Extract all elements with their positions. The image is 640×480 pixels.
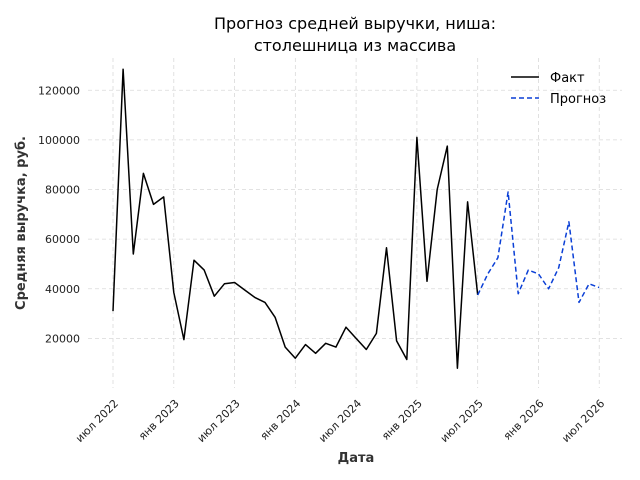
series: [112, 68, 600, 369]
x-tick-labels: июл 2022 янв 2023 июл 2023 янв 2024 июл 2024…: [73, 397, 607, 445]
grid: [88, 58, 622, 388]
x-tick-label: янв 2025: [379, 397, 425, 443]
y-tick-labels: 20000 40000 60000 80000 100000 120000: [38, 84, 80, 345]
y-tick-label: 40000: [45, 283, 80, 296]
legend: Факт Прогноз: [511, 71, 606, 107]
x-tick-label: июл 2023: [195, 397, 243, 445]
x-tick-label: янв 2024: [258, 397, 304, 443]
chart-title-line-2: столешница из массива: [254, 36, 456, 55]
y-tick-label: 100000: [38, 134, 80, 147]
x-axis-label: Дата: [338, 451, 375, 466]
series-line-fact: [112, 68, 479, 369]
x-tick-label: июл 2022: [73, 397, 121, 445]
y-tick-label: 120000: [38, 84, 80, 97]
legend-label-fact: Факт: [550, 71, 585, 86]
x-tick-label: июл 2026: [559, 397, 607, 445]
x-tick-label: июл 2025: [438, 397, 486, 445]
chart-title-line-1: Прогноз средней выручки, ниша:: [214, 14, 496, 33]
legend-label-forecast: Прогноз: [550, 92, 606, 107]
series-line-forecast: [477, 191, 600, 304]
x-tick-label: июл 2024: [316, 397, 364, 445]
y-tick-label: 60000: [45, 233, 80, 246]
y-tick-label: 20000: [45, 332, 80, 345]
x-tick-label: янв 2026: [501, 397, 547, 443]
x-tick-label: янв 2023: [136, 397, 182, 443]
y-axis-label: Средняя выручка, руб.: [14, 136, 29, 310]
y-tick-label: 80000: [45, 184, 80, 197]
